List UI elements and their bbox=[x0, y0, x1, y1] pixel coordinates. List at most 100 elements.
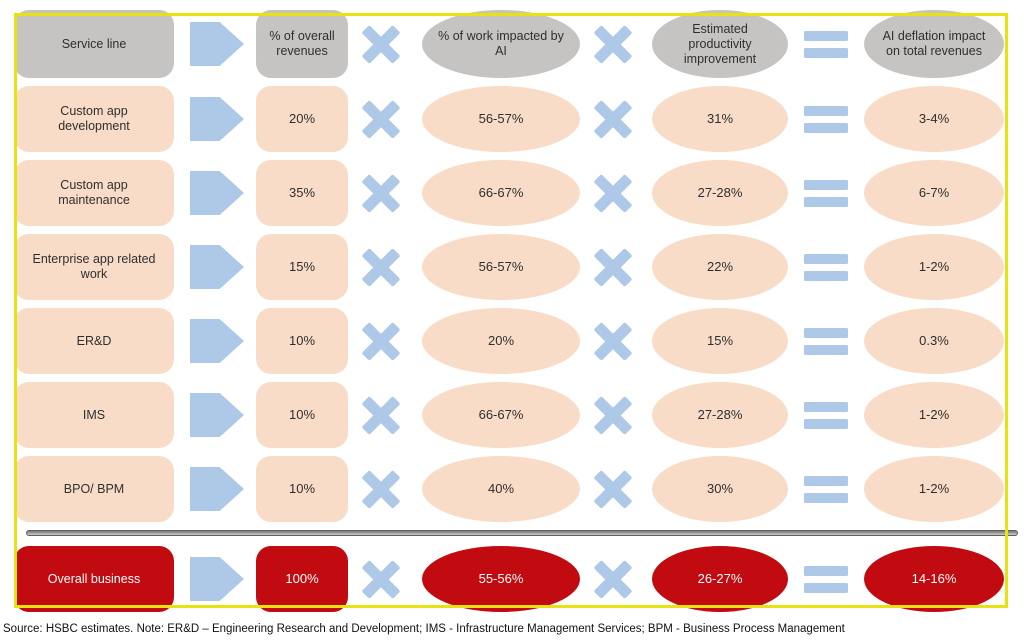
service-line-label: Custom app maintenance bbox=[14, 160, 174, 226]
work-impacted-value: 56-57% bbox=[422, 234, 580, 300]
separator-bar bbox=[26, 530, 1018, 536]
table-row-enterprise-app-related-work: Enterprise app related work 15% 56-57% 2… bbox=[14, 234, 1004, 300]
revenues-value: 100% bbox=[256, 546, 348, 612]
deflation-value: 0.3% bbox=[864, 308, 1004, 374]
equals-icon bbox=[804, 179, 848, 207]
service-line-label: BPO/ BPM bbox=[14, 456, 174, 522]
equals-bar bbox=[804, 401, 848, 412]
service-line-label: ER&D bbox=[14, 308, 174, 374]
service-line-label: IMS bbox=[14, 382, 174, 448]
work-impacted-value: 66-67% bbox=[422, 382, 580, 448]
equals-bar bbox=[804, 418, 848, 429]
deflation-value: 6-7% bbox=[864, 160, 1004, 226]
table-row-erd: ER&D 10% 20% 15% 0.3% bbox=[14, 308, 1004, 374]
arrow-right-icon bbox=[190, 97, 244, 141]
multiply-icon bbox=[593, 173, 633, 213]
header-overall-revenues: % of overall revenues bbox=[256, 10, 348, 78]
multiply-icon bbox=[361, 469, 401, 509]
header-work-impacted: % of work impacted by AI bbox=[422, 10, 580, 78]
deflation-value: 14-16% bbox=[864, 546, 1004, 612]
productivity-value: 27-28% bbox=[652, 160, 788, 226]
arrow-right-icon bbox=[190, 171, 244, 215]
source-note: Source: HSBC estimates. Note: ER&D – Eng… bbox=[3, 623, 845, 635]
table-row-bpo-bpm: BPO/ BPM 10% 40% 30% 1-2% bbox=[14, 456, 1004, 522]
work-impacted-value: 20% bbox=[422, 308, 580, 374]
deflation-value: 1-2% bbox=[864, 456, 1004, 522]
multiply-icon bbox=[593, 99, 633, 139]
arrow-right-icon bbox=[190, 467, 244, 511]
work-impacted-value: 40% bbox=[422, 456, 580, 522]
work-impacted-value: 56-57% bbox=[422, 86, 580, 152]
multiply-icon bbox=[361, 559, 401, 599]
multiply-icon bbox=[593, 24, 633, 64]
equals-bar bbox=[804, 122, 848, 133]
multiply-icon bbox=[593, 559, 633, 599]
equals-bar bbox=[804, 582, 848, 593]
revenues-value: 10% bbox=[256, 456, 348, 522]
revenues-value: 15% bbox=[256, 234, 348, 300]
equals-bar bbox=[804, 344, 848, 355]
equals-bar bbox=[804, 492, 848, 503]
equals-icon bbox=[804, 253, 848, 281]
equals-bar bbox=[804, 179, 848, 190]
equals-bar bbox=[804, 475, 848, 486]
productivity-value: 27-28% bbox=[652, 382, 788, 448]
table-row-ims: IMS 10% 66-67% 27-28% 1-2% bbox=[14, 382, 1004, 448]
ai-deflation-flow-table: Service line % of overall revenues % of … bbox=[14, 10, 1018, 620]
arrow-right-icon bbox=[190, 22, 244, 66]
multiply-icon bbox=[361, 321, 401, 361]
equals-icon bbox=[804, 327, 848, 355]
header-productivity: Estimated productivity improvement bbox=[652, 10, 788, 78]
deflation-value: 3-4% bbox=[864, 86, 1004, 152]
multiply-icon bbox=[593, 321, 633, 361]
arrow-right-icon bbox=[190, 319, 244, 363]
multiply-icon bbox=[361, 395, 401, 435]
arrow-right-icon bbox=[190, 557, 244, 601]
equals-icon bbox=[804, 475, 848, 503]
deflation-value: 1-2% bbox=[864, 382, 1004, 448]
service-line-label: Overall business bbox=[14, 546, 174, 612]
equals-bar bbox=[804, 196, 848, 207]
revenues-value: 35% bbox=[256, 160, 348, 226]
equals-bar bbox=[804, 327, 848, 338]
multiply-icon bbox=[361, 247, 401, 287]
productivity-value: 15% bbox=[652, 308, 788, 374]
work-impacted-value: 66-67% bbox=[422, 160, 580, 226]
revenues-value: 20% bbox=[256, 86, 348, 152]
multiply-icon bbox=[361, 173, 401, 213]
equals-bar bbox=[804, 30, 848, 41]
service-line-label: Custom app development bbox=[14, 86, 174, 152]
multiply-icon bbox=[593, 395, 633, 435]
header-deflation: AI deflation impact on total revenues bbox=[864, 10, 1004, 78]
multiply-icon bbox=[361, 99, 401, 139]
table-row-custom-app-development: Custom app development 20% 56-57% 31% 3-… bbox=[14, 86, 1004, 152]
arrow-right-icon bbox=[190, 393, 244, 437]
productivity-value: 26-27% bbox=[652, 546, 788, 612]
productivity-value: 22% bbox=[652, 234, 788, 300]
equals-bar bbox=[804, 253, 848, 264]
deflation-value: 1-2% bbox=[864, 234, 1004, 300]
revenues-value: 10% bbox=[256, 382, 348, 448]
service-line-label: Enterprise app related work bbox=[14, 234, 174, 300]
multiply-icon bbox=[593, 469, 633, 509]
equals-bar bbox=[804, 565, 848, 576]
equals-icon bbox=[804, 105, 848, 133]
header-service-line: Service line bbox=[14, 10, 174, 78]
header-row: Service line % of overall revenues % of … bbox=[14, 10, 1004, 78]
multiply-icon bbox=[361, 24, 401, 64]
equals-icon bbox=[804, 565, 848, 593]
arrow-right-icon bbox=[190, 245, 244, 289]
equals-icon bbox=[804, 401, 848, 429]
table-row-overall-business: Overall business 100% 55-56% 26-27% 14-1… bbox=[14, 546, 1004, 612]
revenues-value: 10% bbox=[256, 308, 348, 374]
equals-bar bbox=[804, 47, 848, 58]
table-row-custom-app-maintenance: Custom app maintenance 35% 66-67% 27-28%… bbox=[14, 160, 1004, 226]
work-impacted-value: 55-56% bbox=[422, 546, 580, 612]
equals-icon bbox=[804, 30, 848, 58]
productivity-value: 31% bbox=[652, 86, 788, 152]
equals-bar bbox=[804, 105, 848, 116]
multiply-icon bbox=[593, 247, 633, 287]
equals-bar bbox=[804, 270, 848, 281]
productivity-value: 30% bbox=[652, 456, 788, 522]
